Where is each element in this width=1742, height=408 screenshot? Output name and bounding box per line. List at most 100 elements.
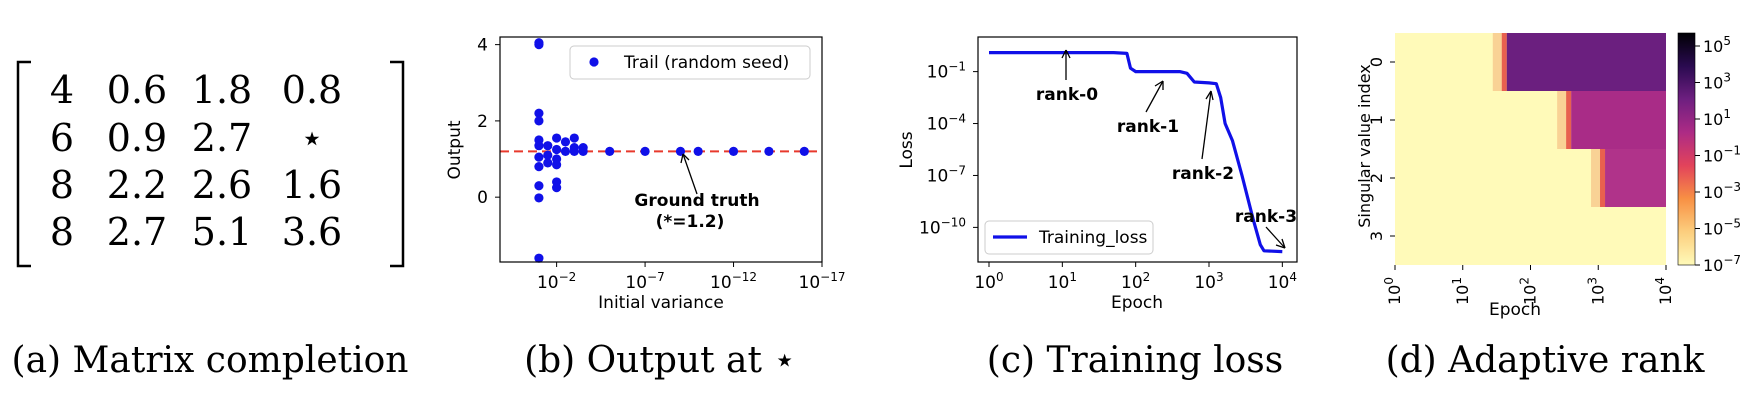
loss-axes-frame — [977, 36, 1298, 263]
colorbar-tick-label: 105 — [1703, 34, 1731, 56]
scatter-point — [569, 146, 579, 157]
scatter-point — [728, 146, 739, 157]
heatmap-x-tick-label: 102 — [1518, 277, 1540, 305]
scatter-point — [764, 146, 774, 157]
loss-legend-box — [984, 220, 1154, 255]
scatter-point — [543, 141, 553, 151]
scatter-point — [605, 146, 615, 157]
heatmap-y-tick-label: 2 — [1367, 173, 1386, 183]
scatter-point — [552, 183, 562, 193]
colorbar-tick-label: 101 — [1703, 107, 1731, 129]
caption-d: (d) Adaptive rank — [1386, 340, 1706, 381]
heatmap-transition-edge — [1600, 149, 1606, 207]
matrix-cell: 2.7 — [192, 116, 252, 160]
scatter-point — [543, 158, 553, 168]
scatter-point — [569, 133, 579, 143]
colorbar-tick-label: 10−3 — [1703, 180, 1741, 202]
colorbar-ticks: 105 103 101 10−1 10−3 10−5 10−7 — [1695, 34, 1741, 275]
loss-y-tick-label: 10−7 — [927, 163, 966, 186]
matrix-cell: 0.6 — [107, 68, 167, 112]
matrix-cell: 4 — [50, 68, 74, 112]
scatter-x-label: Initial variance — [598, 293, 724, 313]
matrix-cell: 6 — [50, 116, 74, 160]
rank-1-label: rank-1 — [1117, 117, 1179, 137]
heatmap-x-tick-label: 104 — [1653, 277, 1675, 305]
heatmap-x-tick-label: 101 — [1450, 277, 1472, 305]
rank-3-arrow — [1265, 226, 1286, 249]
heatmap-y-tick-label: 3 — [1367, 231, 1386, 241]
scatter-legend-label: Trail (random seed) — [623, 53, 789, 73]
scatter-point — [534, 108, 544, 118]
heatmap-cells — [1395, 33, 1666, 265]
rank-2-label: rank-2 — [1172, 164, 1234, 184]
loss-x-label: Epoch — [1111, 293, 1163, 313]
scatter-x-tick-label: 10−17 — [799, 270, 846, 293]
scatter-point — [534, 193, 544, 203]
matrix-panel: 4 0.6 1.8 0.8 6 0.9 2.7 ⋆ 8 2.2 2.6 1.6 8 2.7 5.1 3.6 (… — [12, 60, 409, 381]
rank-2-arrow — [1201, 90, 1212, 160]
scatter-point — [534, 141, 544, 151]
matrix-cells: 4 0.6 1.8 0.8 6 0.9 2.7 ⋆ 8 2.2 2.6 1.6 8 2.7 5.1 3.6 — [50, 68, 342, 254]
rank-1-arrow — [1145, 80, 1164, 113]
heatmap-x-tick-label: 103 — [1585, 277, 1607, 305]
matrix-cell: 2.7 — [107, 210, 167, 254]
scatter-point — [534, 116, 544, 126]
rank-3-label: rank-3 — [1235, 207, 1297, 227]
scatter-y-tick-label: 0 — [477, 188, 488, 208]
scatter-x-ticks: 10−2 10−7 10−12 10−17 — [537, 262, 846, 293]
loss-y-tick-label: 10−4 — [927, 112, 966, 135]
loss-x-ticks: 100 101 102 103 104 — [974, 262, 1297, 293]
heatmap-x-ticks: 100 101 102 103 104 — [1382, 265, 1675, 305]
matrix-cell: 1.8 — [192, 68, 252, 112]
scatter-x-tick-label: 10−7 — [625, 270, 664, 293]
rank-1-arrow-head — [1154, 80, 1164, 90]
loss-y-ticks: 10−1 10−4 10−7 10−10 — [919, 60, 978, 238]
scatter-point — [578, 146, 588, 157]
heatmap-y-ticks: 0 1 2 3 — [1367, 57, 1395, 241]
scatter-axes-frame — [499, 36, 823, 263]
rank-2-arrow-head — [1205, 90, 1214, 101]
output-scatter-panel: 10−2 10−7 10−12 10−17 420 Initial variance … — [445, 36, 845, 381]
heatmap-y-tick-label: 1 — [1367, 115, 1386, 125]
scatter-point — [534, 40, 544, 50]
rank-2-annotation: rank-2 — [1172, 90, 1234, 184]
colorbar-tick-label: 10−5 — [1703, 217, 1741, 239]
heatmap-transition-edge — [1566, 91, 1572, 149]
loss-x-tick-label: 100 — [974, 270, 1003, 293]
heatmap-x-label: Epoch — [1489, 300, 1541, 320]
scatter-point — [552, 133, 562, 143]
loss-legend: Training_loss — [984, 220, 1154, 255]
matrix-cell: 8 — [50, 163, 74, 207]
caption-a: (a) Matrix completion — [12, 340, 409, 381]
rank-0-annotation: rank-0 — [1036, 49, 1098, 105]
loss-x-tick-label: 101 — [1048, 270, 1077, 293]
scatter-point — [675, 146, 686, 157]
rank-3-annotation: rank-3 — [1235, 207, 1297, 249]
colorbar — [1677, 32, 1696, 266]
loss-legend-label: Training_loss — [1038, 228, 1148, 248]
scatter-y-label: Output — [445, 120, 465, 179]
matrix-cell: 2.6 — [192, 163, 252, 207]
scatter-point — [560, 146, 571, 157]
rank-0-label: rank-0 — [1036, 85, 1098, 105]
training-loss-panel: 100 101 102 103 104 10−110−410−710−10 Epoch … — [897, 36, 1298, 381]
scatter-point — [552, 144, 562, 155]
scatter-point — [534, 181, 544, 191]
scatter-x-tick-label: 10−12 — [710, 270, 757, 293]
loss-y-label: Loss — [897, 131, 917, 168]
scatter-x-tick-label: 10−2 — [537, 270, 576, 293]
ground-truth-arrow-head — [680, 153, 690, 164]
adaptive-rank-panel: 0 1 2 3 100 101 102 103 104 Epoch Singular valu… — [1355, 32, 1741, 381]
colorbar-tick-label: 10−1 — [1703, 144, 1741, 166]
scatter-legend-marker — [589, 57, 599, 67]
heatmap-cell — [1506, 33, 1666, 91]
caption-b: (b) Output at ⋆ — [524, 340, 796, 381]
matrix-cell: 0.9 — [107, 116, 167, 160]
ground-truth-annotation: Ground truth (*=1.2) — [634, 153, 760, 232]
heatmap-y-label: Singular value index — [1355, 64, 1374, 228]
matrix-right-bracket — [390, 60, 405, 268]
scatter-point — [534, 152, 544, 162]
matrix-cell: 1.6 — [282, 163, 342, 207]
matrix-cell: 3.6 — [282, 210, 342, 254]
